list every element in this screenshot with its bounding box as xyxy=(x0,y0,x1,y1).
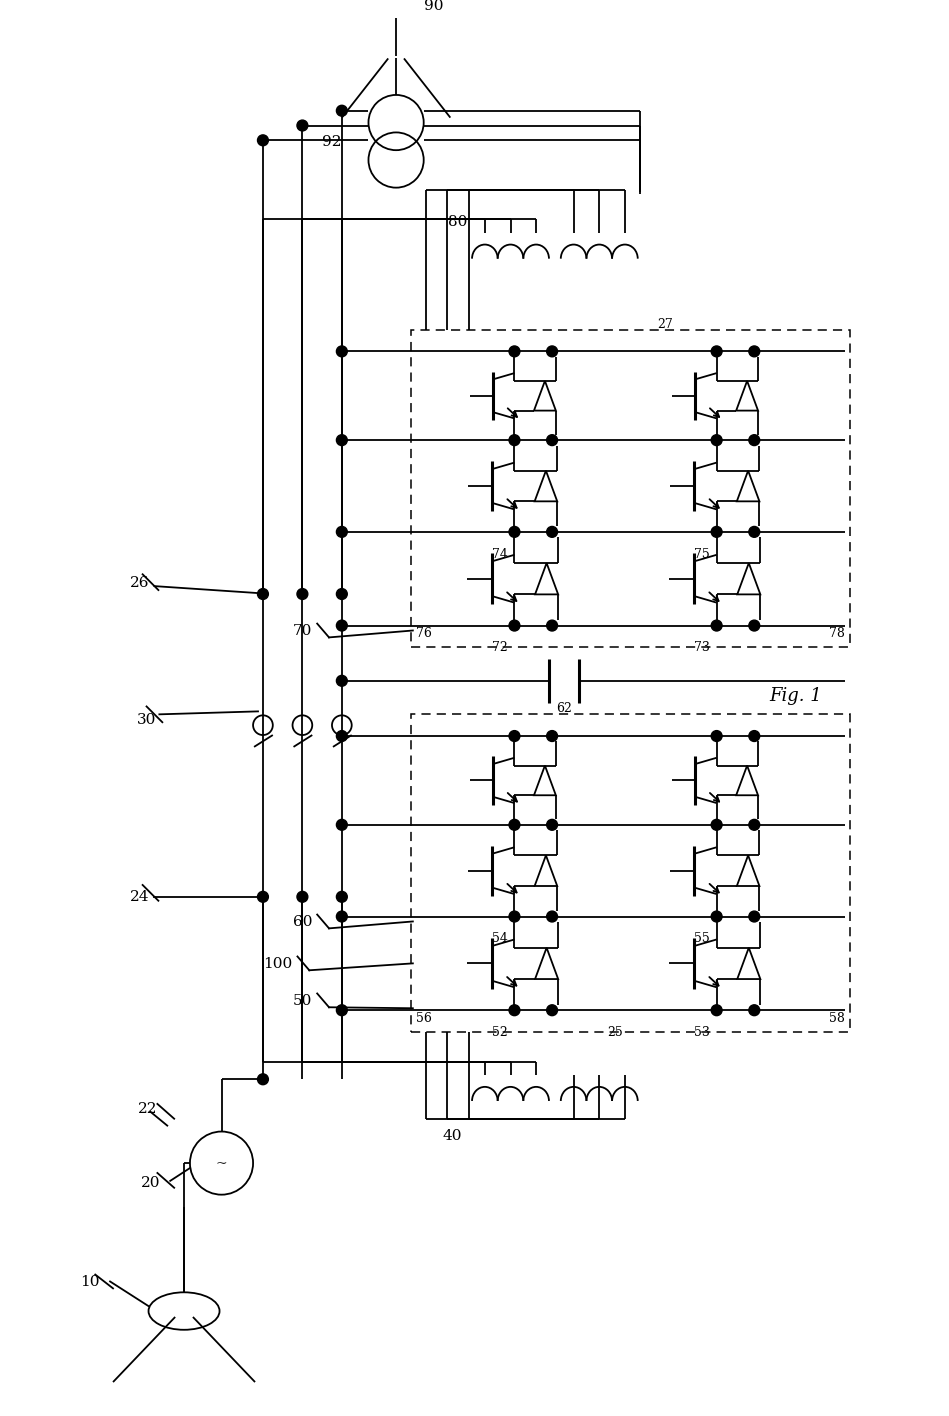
Circle shape xyxy=(336,675,347,687)
Text: 24: 24 xyxy=(130,891,150,903)
Circle shape xyxy=(749,820,760,830)
Circle shape xyxy=(336,912,347,922)
Circle shape xyxy=(711,912,722,922)
Circle shape xyxy=(749,1005,760,1015)
Circle shape xyxy=(509,620,520,632)
Text: 76: 76 xyxy=(416,627,432,640)
Circle shape xyxy=(509,912,520,922)
Circle shape xyxy=(711,731,722,742)
Text: 53: 53 xyxy=(694,1025,710,1038)
Circle shape xyxy=(336,1005,347,1015)
Text: 25: 25 xyxy=(607,1025,623,1038)
Text: 60: 60 xyxy=(292,915,312,929)
Bar xyxy=(411,330,849,647)
Text: 73: 73 xyxy=(694,641,710,654)
Text: 74: 74 xyxy=(492,548,508,561)
Circle shape xyxy=(336,731,347,742)
Circle shape xyxy=(547,820,557,830)
Text: 62: 62 xyxy=(556,702,571,715)
Circle shape xyxy=(257,136,269,146)
Text: 50: 50 xyxy=(293,994,312,1008)
Circle shape xyxy=(297,120,307,132)
Circle shape xyxy=(336,435,347,446)
Circle shape xyxy=(711,1005,722,1015)
Circle shape xyxy=(336,527,347,538)
Circle shape xyxy=(336,892,347,902)
Circle shape xyxy=(711,620,722,632)
Text: 80: 80 xyxy=(448,215,467,228)
Circle shape xyxy=(509,435,520,446)
Circle shape xyxy=(257,892,269,902)
Text: 75: 75 xyxy=(694,548,710,561)
Circle shape xyxy=(749,347,760,357)
Text: ~: ~ xyxy=(215,1157,228,1170)
Circle shape xyxy=(711,347,722,357)
Text: 30: 30 xyxy=(137,712,157,726)
Text: 20: 20 xyxy=(140,1175,160,1189)
Text: Fig. 1: Fig. 1 xyxy=(770,687,822,705)
Circle shape xyxy=(257,589,269,600)
Text: 100: 100 xyxy=(263,957,292,970)
Circle shape xyxy=(711,820,722,830)
Circle shape xyxy=(509,347,520,357)
Circle shape xyxy=(547,731,557,742)
Circle shape xyxy=(711,527,722,538)
Text: 58: 58 xyxy=(829,1011,845,1024)
Circle shape xyxy=(547,620,557,632)
Circle shape xyxy=(547,527,557,538)
Circle shape xyxy=(509,820,520,830)
Circle shape xyxy=(749,731,760,742)
Text: 26: 26 xyxy=(130,575,150,589)
Circle shape xyxy=(547,435,557,446)
Text: 72: 72 xyxy=(492,641,508,654)
Text: 27: 27 xyxy=(657,317,673,331)
Text: 78: 78 xyxy=(829,627,845,640)
Circle shape xyxy=(336,820,347,830)
Circle shape xyxy=(297,589,307,600)
Circle shape xyxy=(509,1005,520,1015)
Text: 92: 92 xyxy=(323,135,342,149)
Circle shape xyxy=(509,527,520,538)
Text: 56: 56 xyxy=(416,1011,432,1024)
Circle shape xyxy=(749,435,760,446)
Circle shape xyxy=(336,589,347,600)
Circle shape xyxy=(336,106,347,116)
Text: 40: 40 xyxy=(442,1129,462,1143)
Circle shape xyxy=(257,1073,269,1085)
Bar xyxy=(411,715,849,1032)
Circle shape xyxy=(509,731,520,742)
Text: 10: 10 xyxy=(81,1274,100,1289)
Text: 90: 90 xyxy=(423,0,443,13)
Circle shape xyxy=(547,912,557,922)
Circle shape xyxy=(547,1005,557,1015)
Text: 52: 52 xyxy=(492,1025,508,1038)
Circle shape xyxy=(336,347,347,357)
Circle shape xyxy=(749,620,760,632)
Circle shape xyxy=(547,347,557,357)
Text: 22: 22 xyxy=(138,1102,158,1116)
Circle shape xyxy=(336,620,347,632)
Circle shape xyxy=(749,912,760,922)
Circle shape xyxy=(297,892,307,902)
Text: 55: 55 xyxy=(694,932,710,944)
Circle shape xyxy=(711,435,722,446)
Text: 70: 70 xyxy=(293,624,312,637)
Text: 54: 54 xyxy=(492,932,508,944)
Circle shape xyxy=(749,527,760,538)
